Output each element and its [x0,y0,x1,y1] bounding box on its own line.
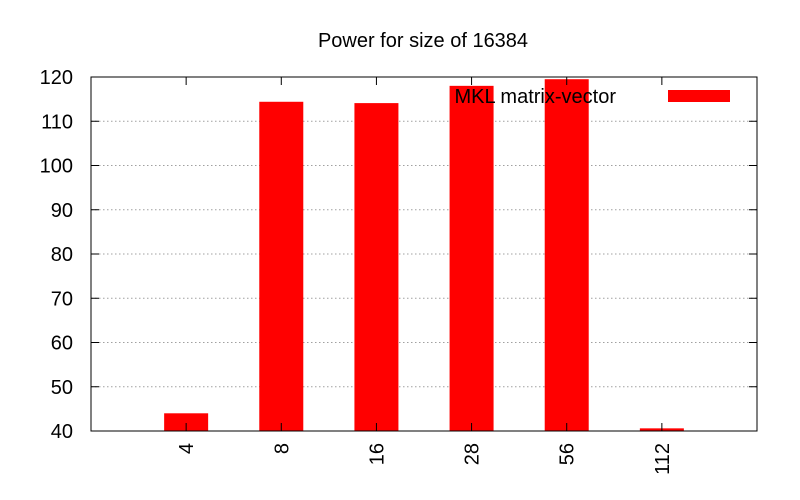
y-tick-label: 110 [41,111,73,133]
x-tick-label: 4 [176,443,198,454]
x-tick-label: 16 [366,443,388,465]
x-tick-label: 8 [271,443,293,454]
bars [164,79,684,432]
bar [544,79,589,432]
y-tick-label: 50 [51,377,73,399]
legend-swatch [668,90,730,102]
y-tick-label: 100 [40,156,73,178]
y-tick-label: 40 [51,421,73,443]
y-tick-label: 120 [40,67,73,89]
y-axis-ticks: 40 50 60 70 80 90 100 110 120 [40,67,757,443]
x-tick-label: 112 [652,443,674,475]
legend: MKL matrix-vector [454,86,730,108]
bar [449,85,494,431]
gridlines [91,120,757,388]
bar [164,413,209,431]
legend-label: MKL matrix-vector [454,86,616,108]
plot-frame [90,76,758,432]
bar [354,103,399,432]
x-tick-label: 56 [557,443,579,465]
y-tick-label: 70 [51,288,73,310]
x-tick-label: 28 [462,443,484,465]
chart-title: Power for size of 16384 [318,30,528,52]
y-tick-label: 80 [51,244,73,266]
x-axis-ticks: 4 8 16 28 56 112 [176,77,674,475]
y-tick-label: 90 [51,200,73,222]
y-tick-label: 60 [51,333,73,355]
bar [259,101,304,431]
